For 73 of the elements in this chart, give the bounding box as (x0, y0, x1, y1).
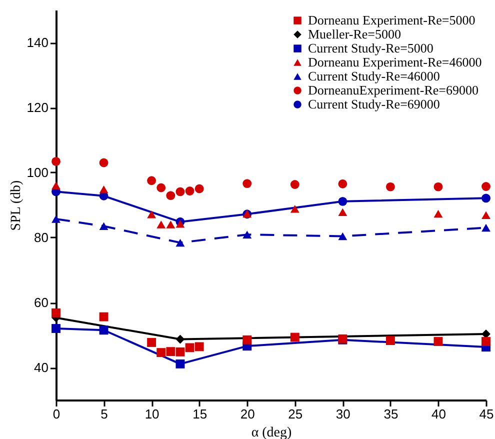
point (52, 156, 60, 166)
point (147, 338, 156, 347)
point (242, 335, 252, 344)
point (52, 324, 60, 333)
legend-label: Dorneanu Experiment-Re=46000 (308, 54, 482, 70)
point (176, 220, 185, 228)
y-tick-label: 140 (26, 35, 48, 50)
point (482, 224, 490, 232)
x-tick-label: 0 (52, 406, 60, 422)
point (338, 232, 348, 240)
point (338, 196, 348, 206)
legend-label: Dorneanu Experiment-Re=5000 (308, 12, 476, 28)
y-tick-label: 120 (26, 100, 48, 115)
y-tick-label: 100 (26, 165, 48, 180)
point (194, 184, 204, 194)
point (156, 348, 166, 358)
point (434, 337, 443, 346)
x-tick-label: 15 (192, 406, 208, 422)
x-tick-label: 5 (100, 406, 108, 422)
legend-label: Current Study-Re=46000 (308, 68, 440, 84)
point (166, 347, 176, 356)
point (434, 182, 443, 192)
point (52, 215, 60, 223)
point (52, 182, 60, 190)
x-tick-label: 10 (144, 406, 160, 422)
point (176, 347, 185, 356)
y-axis-title: SPL (db) (8, 180, 24, 231)
point (156, 183, 166, 192)
point (386, 182, 395, 192)
point (176, 187, 185, 196)
point (290, 180, 300, 189)
point (338, 208, 348, 216)
point (482, 337, 490, 346)
x-tick-label: 45 (479, 406, 494, 422)
point (99, 326, 108, 335)
x-tick-label: 20 (240, 406, 255, 422)
point (482, 211, 490, 219)
point (176, 359, 185, 368)
legend-label: Current Study-Re=69000 (308, 96, 440, 112)
point (147, 176, 156, 186)
point (242, 179, 252, 188)
y-tick-label: 80 (34, 230, 48, 245)
point (52, 308, 60, 318)
legend-label: Current Study-Re=5000 (308, 40, 434, 56)
point (99, 222, 108, 230)
point (482, 182, 490, 191)
legend-label: DorneanuExperiment-Re=69000 (308, 82, 479, 98)
point (434, 210, 443, 218)
point (99, 186, 108, 194)
point (242, 230, 252, 238)
point (185, 186, 194, 196)
point (386, 336, 395, 345)
y-tick-label: 40 (34, 360, 48, 375)
legend-label: Mueller-Re=5000 (308, 26, 401, 42)
point (176, 334, 185, 344)
x-tick-label: 35 (384, 406, 398, 422)
point (194, 342, 204, 352)
x-tick-label: 30 (336, 406, 350, 422)
point (482, 194, 490, 203)
point (176, 238, 185, 247)
point (290, 205, 300, 213)
y-tick-label: 60 (34, 295, 48, 310)
point (147, 210, 156, 218)
point (290, 332, 300, 342)
point (156, 220, 166, 228)
point (166, 191, 176, 200)
point (166, 220, 176, 228)
point (99, 158, 108, 168)
point (99, 312, 108, 322)
x-tick-label: 40 (431, 406, 446, 422)
point (338, 179, 348, 188)
point (185, 343, 194, 352)
x-tick-label: 25 (288, 406, 303, 422)
